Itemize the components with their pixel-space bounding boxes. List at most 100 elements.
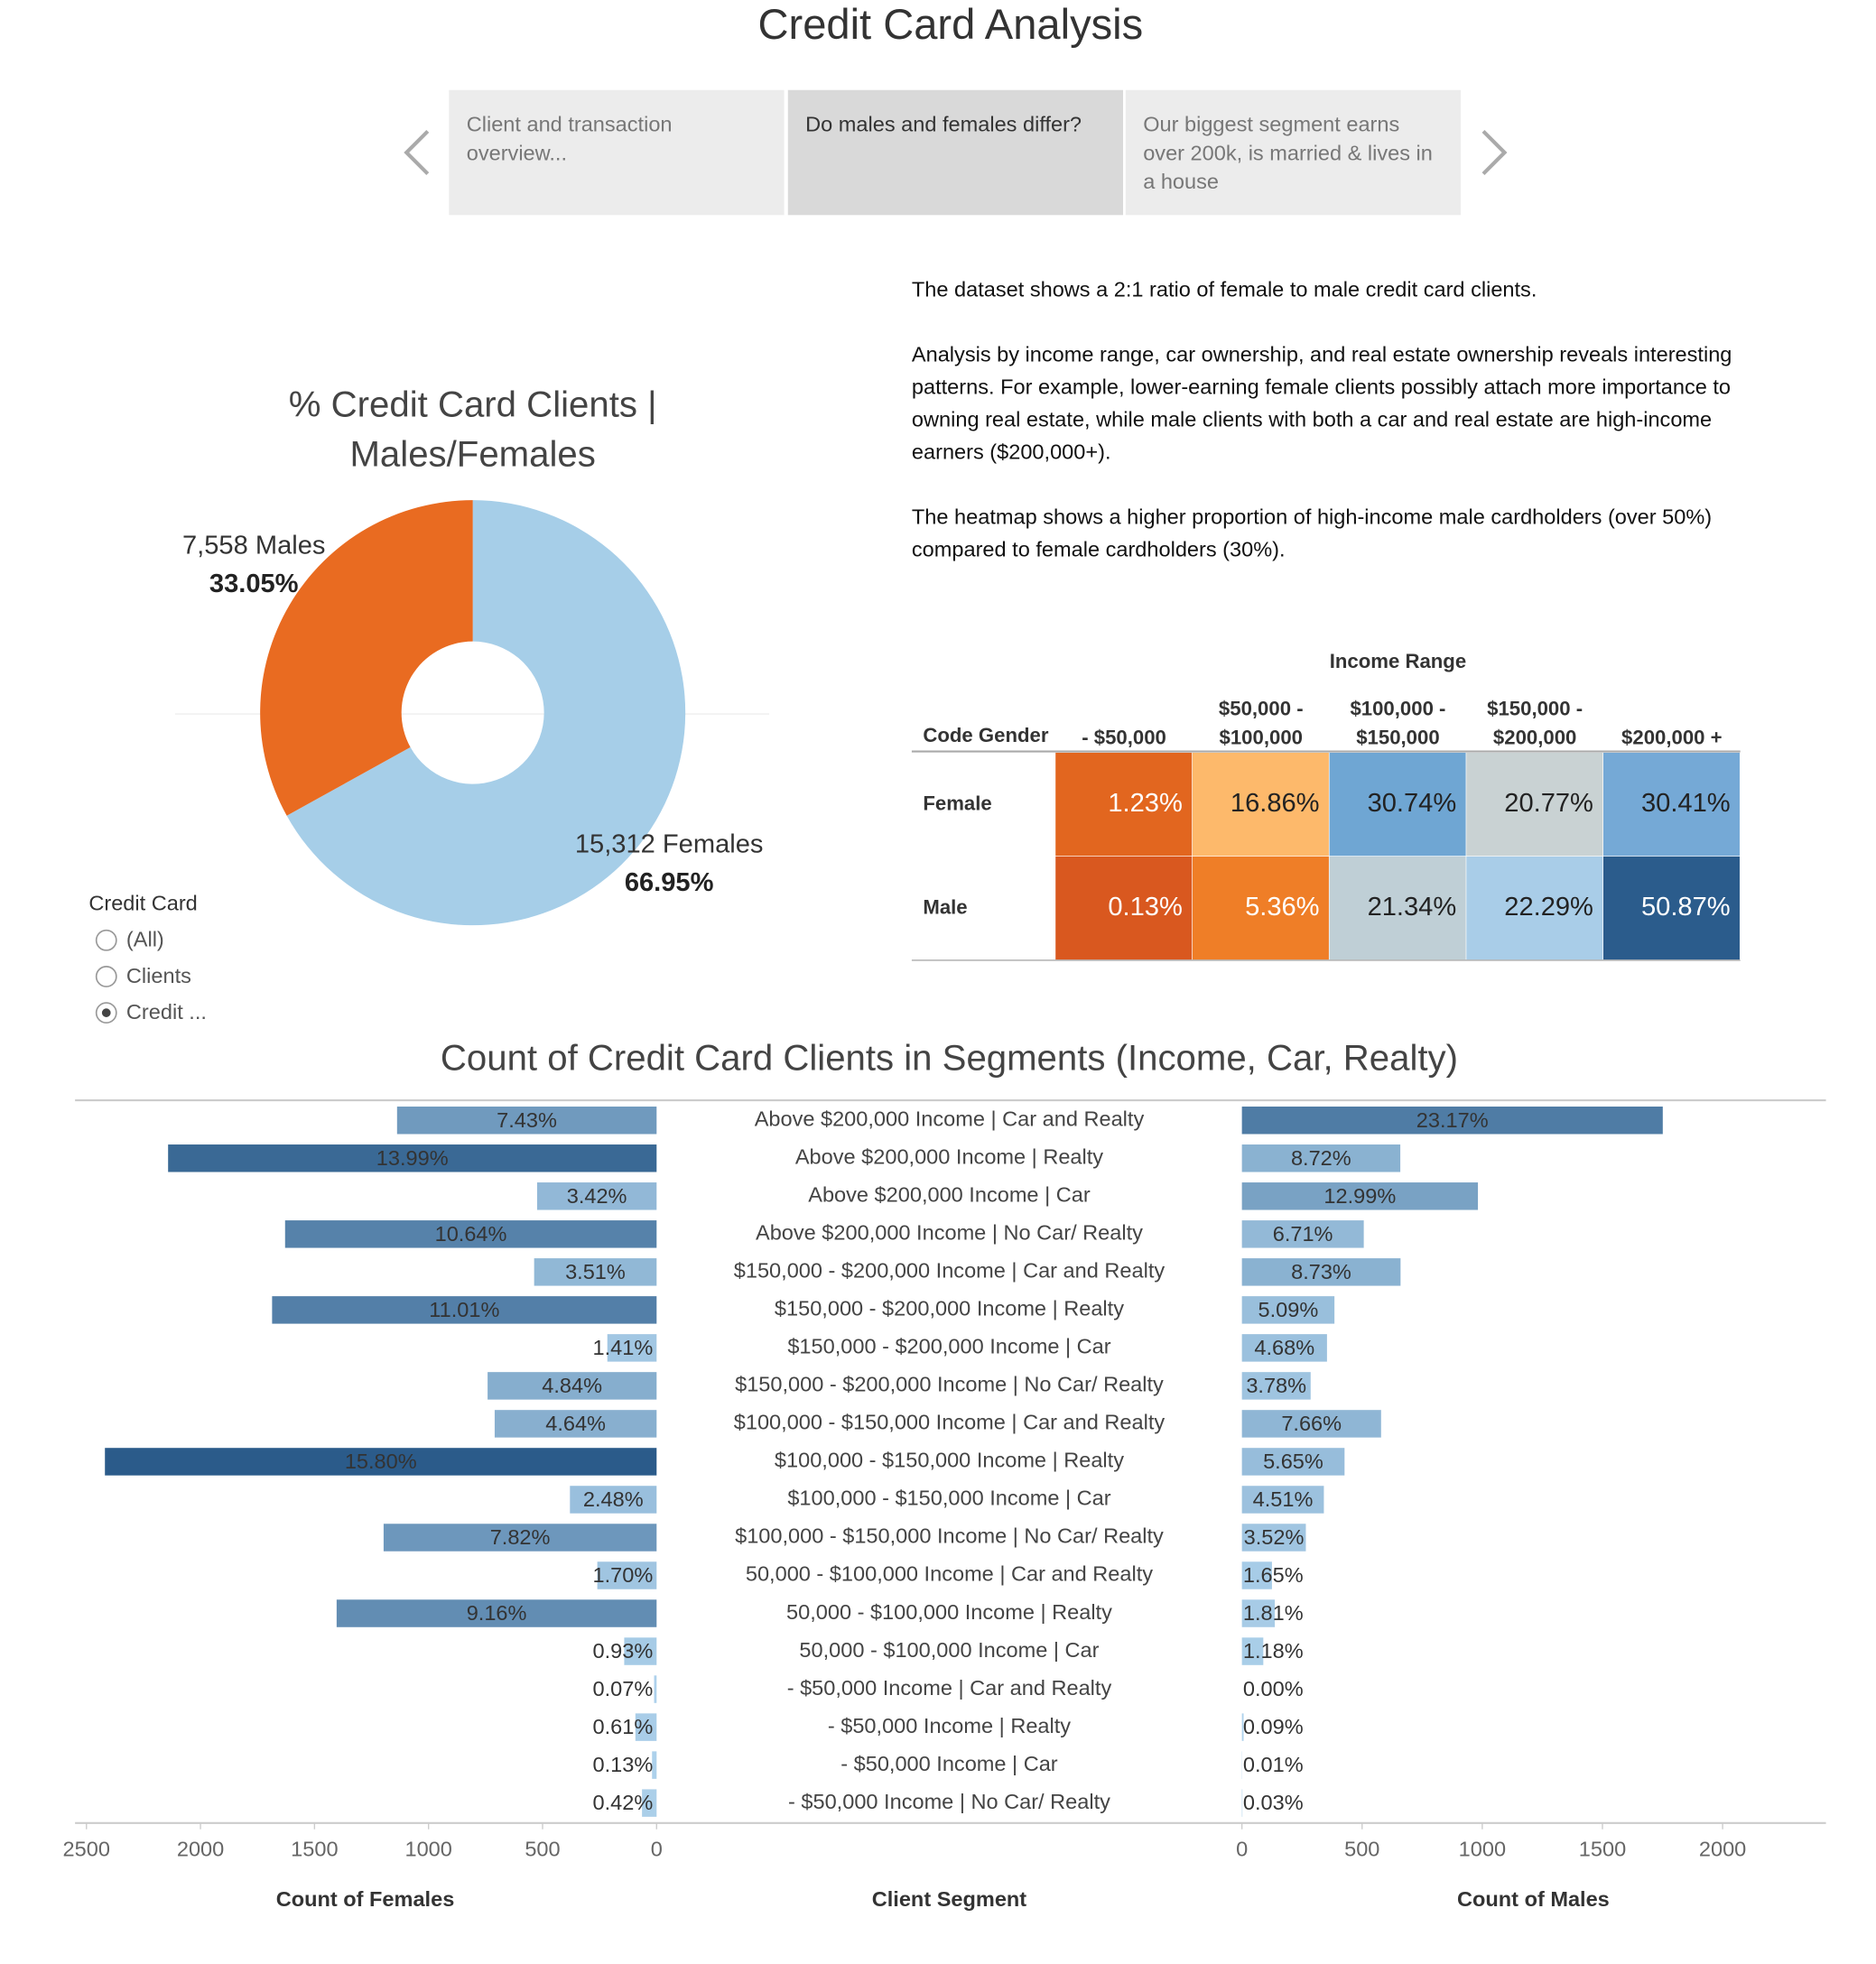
cell-label: 30.41% — [1641, 789, 1731, 818]
bar — [1241, 1789, 1243, 1817]
heatmap-cell — [1055, 752, 1193, 857]
bar — [1241, 1107, 1663, 1135]
filter-option[interactable]: Clients — [125, 964, 191, 988]
story-point[interactable]: Do males and females differ? — [787, 89, 1124, 216]
row-header: Male — [923, 895, 967, 918]
bar-value-label: 1.18% — [1243, 1639, 1304, 1663]
bar-value-label: 0.93% — [593, 1639, 654, 1663]
prev-arrow[interactable] — [404, 129, 430, 176]
cell-label: 5.36% — [1245, 893, 1319, 922]
bar-value-label: 5.09% — [1258, 1298, 1318, 1321]
x-axis-title: Income Range — [1330, 650, 1466, 672]
bar — [607, 1334, 657, 1362]
story-point[interactable]: Our biggest segment earns over 200k, is … — [1125, 89, 1462, 216]
bar-value-label: 2.48% — [583, 1487, 644, 1511]
bar — [1241, 1713, 1244, 1741]
bar-value-label: 3.52% — [1244, 1525, 1305, 1549]
heatmap-cell — [1466, 856, 1603, 960]
bar-value-label: 13.99% — [376, 1146, 449, 1170]
x-tick-label: 0 — [651, 1838, 663, 1861]
slice-category: Males — [255, 531, 326, 560]
category-label: $150,000 - $200,000 Income | Realty — [775, 1297, 1124, 1320]
bar — [1241, 1448, 1345, 1476]
bar-value-label: 23.17% — [1416, 1108, 1489, 1132]
x-tick-label: 1500 — [1579, 1838, 1626, 1861]
slice-value-label: 33.05% — [209, 570, 299, 598]
slice-label: 7,558 Males — [182, 531, 325, 560]
bar — [642, 1789, 657, 1817]
slice-count: 15,312 — [575, 829, 655, 858]
story-point[interactable]: Client and transaction overview... — [449, 89, 785, 216]
cell-label: 16.86% — [1231, 789, 1320, 818]
x-tick-label: 2500 — [63, 1838, 110, 1861]
bar — [1241, 1524, 1306, 1552]
row-header: Female — [923, 792, 991, 814]
x-tick-label: 500 — [525, 1838, 560, 1861]
bar-value-label: 4.84% — [542, 1374, 602, 1397]
bar-value-label: 5.65% — [1263, 1450, 1323, 1473]
cell-label: 50.87% — [1641, 893, 1731, 922]
x-tick-label: 1500 — [291, 1838, 338, 1861]
bar — [1241, 1334, 1327, 1362]
bar — [336, 1599, 657, 1627]
bar-value-label: 9.16% — [467, 1601, 527, 1625]
category-label: $100,000 - $150,000 Income | Car and Rea… — [734, 1411, 1166, 1434]
category-label: Above $200,000 Income | No Car/ Realty — [756, 1221, 1143, 1245]
pie-slice — [260, 500, 473, 816]
bar-value-label: 8.72% — [1291, 1146, 1351, 1170]
bar-value-label: 7.66% — [1281, 1412, 1342, 1435]
x-tick-label: 2000 — [1699, 1838, 1746, 1861]
cell-label: 0.13% — [1108, 893, 1182, 922]
paragraph: Analysis by income range, car ownership,… — [911, 342, 1732, 464]
bar-value-label: 3.78% — [1246, 1374, 1306, 1397]
heatmap-cell — [1192, 752, 1329, 857]
bar — [635, 1713, 657, 1741]
heatmap-cell — [1192, 856, 1329, 960]
bar-chart-title: Count of Credit Card Clients in Segments… — [441, 1037, 1458, 1078]
bar — [652, 1751, 657, 1779]
bar — [168, 1144, 657, 1172]
category-label: 50,000 - $100,000 Income | Car — [799, 1638, 1099, 1662]
category-label: 50,000 - $100,000 Income | Realty — [786, 1600, 1112, 1624]
filter-option[interactable]: Credit ... — [125, 1000, 207, 1024]
category-label: Above $200,000 Income | Realty — [795, 1144, 1103, 1168]
bar — [383, 1524, 657, 1552]
filter-title: Credit Card — [88, 891, 198, 916]
bar-value-label: 11.01% — [429, 1298, 499, 1321]
bar-value-label: 3.51% — [565, 1260, 626, 1283]
category-label: Above $200,000 Income | Car — [808, 1183, 1091, 1207]
bar — [1241, 1410, 1381, 1438]
bar — [1241, 1258, 1401, 1286]
description: The dataset shows a 2:1 ratio of female … — [912, 273, 1743, 598]
category-label: - $50,000 Income | Car and Realty — [787, 1676, 1112, 1700]
bar — [1241, 1637, 1264, 1665]
radio-button[interactable] — [95, 929, 117, 951]
x-axis-title: Count of Females — [276, 1887, 455, 1911]
category-label: $100,000 - $150,000 Income | Realty — [775, 1449, 1124, 1472]
bar-value-label: 12.99% — [1323, 1184, 1396, 1208]
category-label: 50,000 - $100,000 Income | Car and Realt… — [746, 1562, 1153, 1586]
bar — [488, 1372, 657, 1400]
bar-value-label: 1.81% — [1243, 1601, 1304, 1625]
bar — [494, 1410, 657, 1438]
bar — [1241, 1372, 1311, 1400]
heatmap-cell — [1466, 752, 1603, 857]
bar — [105, 1448, 657, 1476]
next-arrow[interactable] — [1481, 129, 1508, 176]
bar — [624, 1637, 657, 1665]
category-label: - $50,000 Income | Car — [840, 1752, 1058, 1775]
bar — [396, 1107, 657, 1135]
x-tick-label: 2000 — [177, 1838, 224, 1861]
category-label: - $50,000 Income | No Car/ Realty — [788, 1790, 1110, 1813]
bar — [284, 1220, 657, 1248]
filter-option[interactable]: (All) — [125, 927, 164, 952]
pie-slice — [286, 500, 686, 926]
bar — [1241, 1182, 1479, 1210]
category-axis-title: Client Segment — [872, 1887, 1027, 1911]
category-label: $100,000 - $150,000 Income | Car — [787, 1487, 1110, 1510]
category-label: $150,000 - $200,000 Income | Car and Rea… — [734, 1259, 1166, 1283]
radio-button[interactable] — [95, 966, 117, 987]
bar-value-label: 1.41% — [593, 1336, 654, 1359]
heatmap-cell — [1329, 856, 1466, 960]
x-tick-label: 1000 — [404, 1838, 451, 1861]
